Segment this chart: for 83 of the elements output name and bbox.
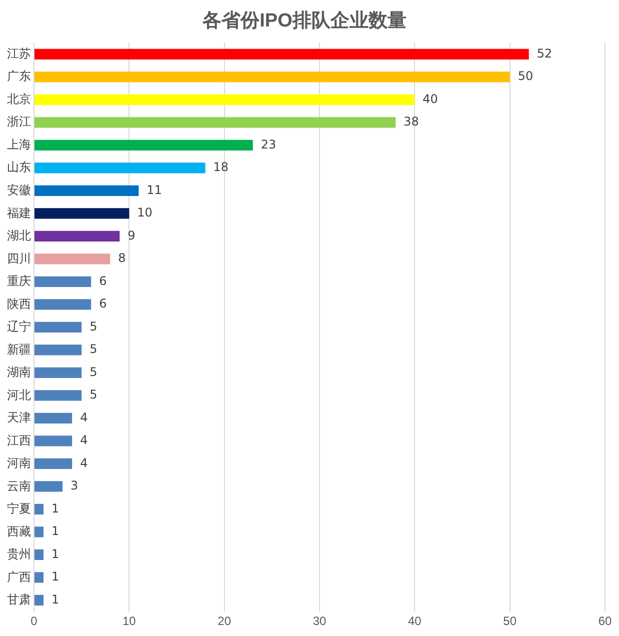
x-tick-label: 10 — [122, 614, 136, 628]
data-label: 6 — [99, 296, 107, 311]
data-label: 5 — [90, 342, 98, 356]
bar — [34, 481, 63, 492]
y-tick-label: 甘肃 — [7, 592, 31, 607]
y-tick-label: 重庆 — [7, 274, 31, 288]
bar — [34, 322, 82, 333]
data-label: 3 — [70, 478, 78, 493]
y-tick-label: 湖南 — [7, 365, 31, 380]
bar — [34, 162, 206, 174]
x-tick-label: 60 — [598, 614, 612, 628]
bar — [34, 412, 72, 424]
y-tick-label: 陕西 — [7, 296, 31, 311]
data-label: 1 — [52, 570, 60, 584]
data-label: 11 — [146, 182, 162, 197]
x-tick-label: 50 — [503, 614, 517, 628]
y-tick-label: 北京 — [7, 92, 31, 106]
data-label: 4 — [80, 456, 88, 470]
bar — [34, 344, 82, 356]
data-label: 5 — [90, 388, 98, 402]
y-tick-label: 四川 — [7, 251, 31, 266]
data-label: 4 — [80, 410, 88, 424]
bar — [34, 48, 529, 60]
data-label: 52 — [536, 46, 552, 60]
data-label: 1 — [52, 592, 60, 606]
data-label: 50 — [518, 69, 534, 84]
bar — [34, 140, 253, 151]
data-label: 5 — [90, 364, 98, 379]
bar — [34, 572, 44, 583]
y-tick-label: 天津 — [7, 410, 31, 425]
chart-title: 各省份IPO排队企业数量 — [202, 10, 406, 32]
y-tick-label: 辽宁 — [7, 320, 31, 334]
bar — [34, 185, 139, 196]
y-tick-label: 广东 — [7, 69, 31, 84]
bar — [34, 72, 510, 82]
x-tick-label: 40 — [408, 614, 422, 628]
bar — [34, 436, 72, 446]
data-label: 9 — [128, 228, 136, 242]
y-tick-label: 江苏 — [7, 46, 31, 60]
bar — [34, 504, 44, 515]
y-tick-label: 河南 — [7, 456, 31, 470]
y-tick-label: 宁夏 — [7, 502, 31, 516]
data-label: 10 — [137, 206, 152, 220]
data-label: 1 — [52, 546, 60, 561]
data-label: 4 — [80, 433, 88, 448]
y-tick-label: 广西 — [7, 570, 31, 584]
data-label: 8 — [118, 251, 126, 266]
y-tick-label: 新疆 — [7, 342, 31, 356]
bar — [34, 390, 82, 401]
data-label: 6 — [99, 274, 107, 288]
bar — [34, 208, 130, 219]
data-label: 5 — [90, 319, 98, 334]
bar — [34, 594, 44, 606]
y-tick-label: 安徽 — [7, 183, 31, 197]
data-label: 18 — [213, 160, 229, 174]
y-tick-label: 浙江 — [7, 114, 31, 129]
x-tick-label: 30 — [312, 614, 326, 628]
y-tick-label: 江西 — [7, 433, 31, 448]
x-tick-label: 20 — [218, 614, 232, 628]
bar — [34, 254, 110, 264]
x-tick-label: 0 — [30, 614, 38, 628]
y-tick-label: 上海 — [7, 137, 31, 152]
bar — [34, 276, 92, 288]
data-label: 1 — [52, 501, 60, 516]
bar — [34, 458, 72, 470]
bar — [34, 117, 396, 128]
bar — [34, 94, 415, 105]
y-tick-label: 河北 — [7, 388, 31, 402]
bar — [34, 549, 44, 560]
data-label: 1 — [52, 524, 60, 538]
bar — [34, 367, 82, 378]
bar — [34, 230, 120, 242]
y-tick-label: 山东 — [7, 160, 31, 174]
y-tick-label: 云南 — [7, 478, 31, 493]
bar — [34, 299, 92, 310]
y-tick-label: 福建 — [7, 206, 31, 220]
data-label: 40 — [422, 92, 438, 106]
data-label: 23 — [260, 137, 276, 152]
y-tick-label: 湖北 — [7, 228, 31, 243]
bar — [34, 526, 44, 538]
y-tick-label: 贵州 — [7, 547, 31, 562]
y-tick-label: 西藏 — [7, 524, 31, 538]
data-label: 38 — [404, 114, 419, 129]
